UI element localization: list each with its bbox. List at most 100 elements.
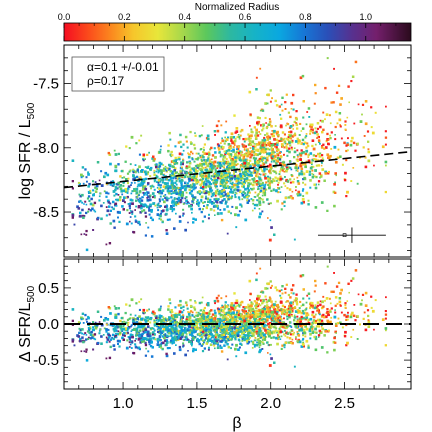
scatter-point	[132, 171, 135, 174]
scatter-point	[273, 179, 276, 182]
residual-point	[175, 335, 178, 338]
residual-point	[162, 321, 165, 324]
scatter-point	[327, 170, 330, 173]
residual-point	[321, 306, 324, 310]
residual-point	[249, 309, 253, 313]
residual-point	[346, 341, 349, 345]
scatter-point	[317, 164, 320, 167]
residual-point	[359, 323, 361, 326]
residual-point	[273, 308, 276, 310]
scatter-point	[226, 160, 230, 163]
scatter-point	[217, 192, 221, 196]
residual-point	[206, 318, 210, 322]
residual-point	[165, 341, 169, 344]
scatter-point	[138, 183, 142, 186]
residual-point	[292, 284, 295, 287]
scatter-point	[227, 210, 231, 213]
scatter-point	[223, 190, 226, 194]
scatter-point	[92, 229, 95, 231]
scatter-point	[153, 169, 156, 172]
residual-point	[259, 291, 262, 293]
residual-point	[262, 318, 265, 321]
scatter-point	[248, 179, 251, 182]
scatter-point	[181, 186, 184, 190]
residual-point	[189, 304, 192, 307]
scatter-point	[335, 91, 339, 94]
scatter-point	[144, 187, 148, 191]
residual-point	[211, 313, 215, 316]
residual-point	[165, 319, 168, 322]
scatter-point	[317, 183, 320, 186]
scatter-point	[152, 159, 156, 162]
scatter-point	[228, 162, 232, 165]
scatter-point	[367, 148, 370, 151]
scatter-point	[193, 178, 197, 182]
scatter-point	[270, 202, 272, 205]
scatter-point	[124, 188, 127, 191]
residual-point	[224, 304, 226, 306]
scatter-point	[122, 199, 125, 202]
residual-point	[344, 306, 347, 309]
scatter-point	[178, 177, 181, 180]
residual-point	[186, 324, 189, 327]
scatter-point	[249, 156, 252, 159]
scatter-point	[329, 154, 332, 158]
residual-point	[166, 318, 168, 321]
scatter-point	[199, 174, 202, 177]
scatter-point	[86, 180, 88, 183]
scatter-point	[187, 201, 189, 203]
scatter-point	[196, 199, 199, 202]
scatter-point	[87, 190, 90, 193]
residual-point	[155, 315, 158, 318]
scatter-point	[232, 136, 236, 139]
scatter-point	[320, 164, 323, 167]
residual-point	[159, 344, 162, 347]
scatter-point	[168, 192, 171, 195]
scatter-point	[338, 112, 342, 115]
scatter-point	[325, 113, 329, 116]
residual-point	[177, 322, 180, 324]
residual-point	[236, 304, 239, 307]
scatter-point	[90, 197, 93, 201]
residual-point	[238, 304, 241, 307]
scatter-point	[289, 166, 292, 169]
y-tick-label: -8.5	[33, 204, 59, 221]
scatter-point	[186, 175, 189, 178]
scatter-point	[161, 220, 164, 223]
scatter-point	[198, 207, 201, 211]
residual-point	[229, 333, 233, 336]
scatter-point	[316, 137, 318, 139]
scatter-point	[286, 123, 290, 126]
scatter-point	[214, 186, 217, 189]
scatter-point	[142, 182, 145, 185]
scatter-point	[274, 151, 276, 154]
scatter-point	[248, 143, 251, 146]
residual-point	[134, 345, 137, 348]
scatter-point	[135, 205, 137, 208]
scatter-point	[333, 67, 335, 70]
residual-point	[144, 354, 147, 357]
scatter-point	[330, 101, 333, 104]
scatter-point	[218, 191, 221, 193]
scatter-point	[201, 165, 203, 168]
scatter-point	[233, 175, 236, 178]
scatter-point	[200, 178, 203, 182]
scatter-point	[134, 164, 137, 166]
scatter-point	[259, 67, 262, 70]
scatter-point	[158, 187, 161, 191]
residual-point	[249, 311, 252, 314]
scatter-point	[270, 125, 273, 128]
residual-point	[157, 320, 160, 322]
scatter-point	[175, 188, 178, 191]
scatter-point	[313, 158, 316, 161]
scatter-point	[218, 171, 222, 175]
residual-point	[81, 336, 84, 339]
scatter-point	[197, 191, 200, 194]
residual-point	[219, 327, 222, 329]
scatter-point	[86, 197, 90, 200]
scatter-point	[251, 188, 254, 191]
residual-point	[255, 343, 259, 347]
residual-point	[312, 325, 315, 328]
colorbar-tick-label: 0.0	[58, 12, 71, 22]
residual-point	[105, 336, 108, 339]
